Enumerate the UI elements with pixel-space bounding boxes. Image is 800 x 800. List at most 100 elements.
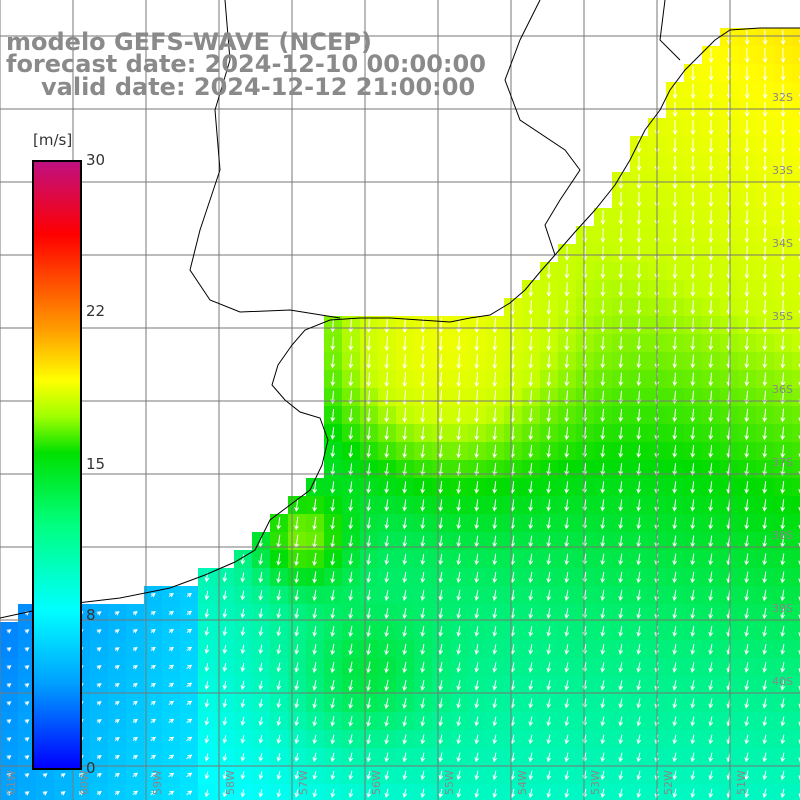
wind-arrow [636,752,642,763]
wind-arrow [780,65,786,82]
wind-arrow [330,318,336,333]
wind-arrow [744,499,750,512]
wind-arrow [546,662,552,673]
wind-arrow [636,553,641,566]
wind-cell [792,766,800,785]
wind-arrow [564,662,570,673]
wind-arrow [240,662,246,673]
wind-arrow [240,572,246,583]
wind-arrow [438,481,444,494]
longitude-label: 58W [224,770,237,795]
wind-arrow [294,680,300,691]
wind-arrow [276,680,282,691]
wind-arrow [690,336,696,351]
wind-arrow [258,590,264,601]
wind-arrow [762,282,768,297]
wind-arrow [708,372,714,387]
wind-arrow [690,426,696,441]
wind-arrow [708,517,714,530]
wind-arrow [798,471,800,476]
wind-arrow [690,662,695,673]
wind-arrow [150,664,156,670]
wind-arrow [528,463,534,476]
wind-arrow [618,607,623,620]
wind-arrow [708,752,714,763]
wind-arrow [258,680,264,691]
wind-cell [792,460,800,479]
wind-arrow [564,354,570,369]
wind-arrow [744,716,750,727]
wind-arrow [600,228,606,243]
wind-arrow [366,499,372,512]
wind-arrow [636,138,642,154]
wind-arrow [402,499,408,512]
wind-arrow [618,553,623,566]
wind-arrow [258,734,264,744]
wind-arrow [762,227,768,244]
wind-arrow [618,246,624,261]
wind-arrow [672,553,677,566]
wind-arrow [330,734,336,745]
wind-arrow [600,770,606,781]
wind-arrow [6,719,12,724]
wind-arrow [780,426,786,441]
wind-arrow [636,680,642,691]
wind-arrow [564,408,570,423]
wind-arrow [150,718,157,724]
wind-arrow [204,608,210,619]
wind-arrow [564,716,570,727]
wind-cell [792,784,800,800]
wind-arrow [276,608,282,619]
wind-arrow [618,770,624,781]
wind-arrow [780,119,786,136]
wind-arrow [420,698,425,709]
wind-arrow [762,300,768,315]
wind-arrow [744,444,750,459]
wind-arrow [348,625,353,638]
wind-arrow [744,788,750,799]
wind-arrow [780,607,785,620]
wind-arrow [564,246,570,261]
wind-arrow [366,734,371,745]
wind-arrow [600,318,606,333]
wind-arrow [384,625,389,638]
wind-arrow [384,372,390,387]
wind-arrow [798,775,800,781]
wind-arrow [636,626,641,637]
wind-arrow [276,590,282,601]
wind-cell [792,712,800,731]
wind-arrow [618,210,624,225]
wind-arrow [348,643,353,656]
wind-arrow [780,263,786,280]
wind-arrow [312,589,317,602]
wind-arrow [348,679,353,692]
wind-arrow [528,571,534,584]
wind-arrow [474,517,480,530]
title-model: modelo GEFS-WAVE (NCEP) [6,28,372,56]
wind-arrow [762,481,768,494]
wind-arrow [528,282,534,297]
wind-arrow [708,264,714,279]
latitude-label: 38S [772,529,793,542]
wind-arrow [384,607,389,620]
wind-arrow [672,264,678,279]
wind-arrow [492,662,498,673]
wind-arrow [762,372,768,387]
wind-arrow [780,354,786,369]
wind-arrow [240,716,246,726]
wind-arrow [384,553,390,566]
wind-arrow [690,228,696,243]
wind-arrow [348,499,354,512]
wind-arrow [222,608,228,619]
wind-arrow [744,282,750,297]
wind-arrow [528,444,534,459]
wind-arrow [636,210,642,225]
wind-arrow [132,628,138,634]
wind-arrow [402,317,408,334]
wind-arrow [150,736,157,742]
wind-arrow [114,754,120,760]
wind-arrow [690,481,696,494]
wind-cell [792,28,800,47]
wind-arrow [618,354,624,369]
wind-arrow [24,719,30,724]
